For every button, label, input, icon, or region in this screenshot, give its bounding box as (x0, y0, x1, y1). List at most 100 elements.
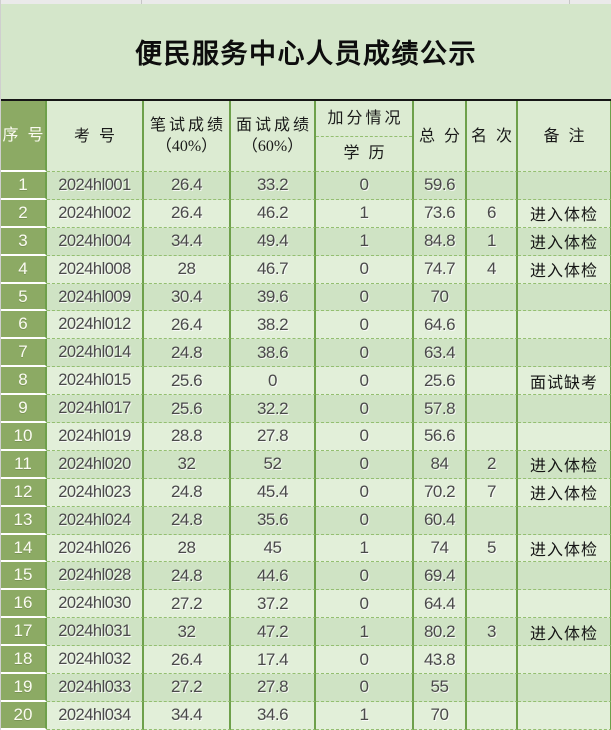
cell-written: 34.4 (144, 227, 231, 256)
cell-written: 24.8 (144, 478, 231, 507)
cell-total: 74.7 (414, 255, 467, 284)
cell-interview: 39.6 (231, 283, 316, 312)
cell-exam-no: 2024hl028 (47, 562, 144, 591)
cell-written: 30.4 (144, 283, 231, 312)
cell-total: 55 (414, 674, 467, 702)
cell-serial: 16 (1, 590, 47, 619)
cell-total: 70.2 (414, 478, 467, 507)
cell-education: 0 (316, 646, 414, 675)
cell-serial: 14 (1, 534, 47, 563)
cell-written: 26.4 (144, 646, 231, 675)
cell-education: 1 (316, 199, 414, 228)
cell-education: 0 (316, 255, 414, 284)
cell-total: 84.8 (414, 227, 467, 256)
cell-rank (467, 367, 518, 396)
cell-total: 84 (414, 450, 467, 479)
table-row: 2 2024hl002 26.4 46.2 1 73.6 6 进入体检 (1, 199, 611, 228)
header-exam-no: 考号 (47, 101, 144, 172)
table-row: 3 2024hl004 34.4 49.4 1 84.8 1 进入体检 (1, 227, 611, 256)
cell-interview: 45.4 (231, 478, 316, 507)
header-interview-line2: （60%） (241, 138, 304, 155)
gridline-tick (141, 0, 142, 4)
cell-rank (467, 395, 518, 424)
cell-education: 0 (316, 311, 414, 340)
cell-exam-no: 2024hl015 (47, 367, 144, 396)
cell-written: 34.4 (144, 701, 231, 730)
cell-exam-no: 2024hl026 (47, 534, 144, 563)
cell-interview: 33.2 (231, 172, 316, 200)
cell-rank (467, 646, 518, 675)
cell-education: 0 (316, 283, 414, 312)
cell-exam-no: 2024hl004 (47, 227, 144, 256)
cell-interview: 38.2 (231, 311, 316, 340)
cell-written: 27.2 (144, 674, 231, 702)
cell-education: 0 (316, 450, 414, 479)
table-body: 1 2024hl001 26.4 33.2 0 59.6 2 2024hl002… (1, 172, 611, 730)
cell-total: 70 (414, 701, 467, 730)
table-row: 18 2024hl032 26.4 17.4 0 43.8 (1, 646, 611, 675)
cell-serial: 9 (1, 395, 47, 424)
cell-total: 64.4 (414, 590, 467, 619)
cell-interview: 27.8 (231, 674, 316, 702)
cell-remark: 进入体检 (518, 255, 611, 284)
cell-interview: 44.6 (231, 562, 316, 591)
table-row: 5 2024hl009 30.4 39.6 0 70 (1, 283, 611, 312)
header-education: 学历 (316, 137, 412, 172)
cell-exam-no: 2024hl033 (47, 674, 144, 702)
cell-education: 1 (316, 227, 414, 256)
cell-remark (518, 674, 611, 702)
cell-interview: 46.2 (231, 199, 316, 228)
cell-rank: 7 (467, 478, 518, 507)
cell-rank (467, 701, 518, 730)
table-row: 16 2024hl030 27.2 37.2 0 64.4 (1, 590, 611, 619)
cell-exam-no: 2024hl009 (47, 283, 144, 312)
title-band: 便民服务中心人员成绩公示 (1, 4, 611, 101)
cell-interview: 27.8 (231, 423, 316, 451)
table-header-row: 序号 考号 笔试成绩 （40%） 面试成绩 （60%） 加分情况 学历 总分 名… (1, 101, 611, 172)
cell-written: 28 (144, 534, 231, 563)
header-remark-label: 备注 (543, 127, 594, 145)
cell-serial: 10 (1, 423, 47, 451)
cell-education: 0 (316, 506, 414, 535)
cell-written: 28.8 (144, 423, 231, 451)
cell-remark (518, 283, 611, 312)
cell-rank (467, 506, 518, 535)
cell-serial: 8 (1, 367, 47, 396)
cell-written: 26.4 (144, 172, 231, 200)
cell-education: 0 (316, 395, 414, 424)
header-bonus-group: 加分情况 学历 (316, 101, 414, 172)
cell-remark (518, 590, 611, 619)
header-bonus: 加分情况 (316, 101, 412, 137)
cell-rank (467, 562, 518, 591)
cell-remark (518, 701, 611, 730)
cell-rank (467, 674, 518, 702)
cell-written: 32 (144, 618, 231, 647)
table-row: 4 2024hl008 28 46.7 0 74.7 4 进入体检 (1, 255, 611, 284)
cell-rank: 6 (467, 199, 518, 228)
table-row: 1 2024hl001 26.4 33.2 0 59.6 (1, 172, 611, 200)
table-row: 15 2024hl028 24.8 44.6 0 69.4 (1, 562, 611, 591)
cell-total: 73.6 (414, 199, 467, 228)
cell-written: 26.4 (144, 199, 231, 228)
cell-rank (467, 283, 518, 312)
cell-exam-no: 2024hl008 (47, 255, 144, 284)
header-written-line2: （40%） (155, 138, 218, 155)
cell-serial: 6 (1, 311, 47, 340)
cell-total: 59.6 (414, 172, 467, 200)
cell-exam-no: 2024hl012 (47, 311, 144, 340)
cell-remark (518, 339, 611, 368)
cell-remark: 进入体检 (518, 227, 611, 256)
table-row: 19 2024hl033 27.2 27.8 0 55 (1, 674, 611, 702)
cell-rank (467, 423, 518, 451)
cell-remark (518, 172, 611, 200)
cell-rank: 1 (467, 227, 518, 256)
header-interview-score: 面试成绩 （60%） (231, 101, 316, 172)
cell-exam-no: 2024hl030 (47, 590, 144, 619)
table-row: 8 2024hl015 25.6 0 0 25.6 面试缺考 (1, 367, 611, 396)
cell-written: 27.2 (144, 590, 231, 619)
cell-remark: 面试缺考 (518, 367, 611, 396)
cell-interview: 35.6 (231, 506, 316, 535)
table-row: 13 2024hl024 24.8 35.6 0 60.4 (1, 506, 611, 535)
cell-serial: 4 (1, 255, 47, 284)
cell-exam-no: 2024hl034 (47, 701, 144, 730)
